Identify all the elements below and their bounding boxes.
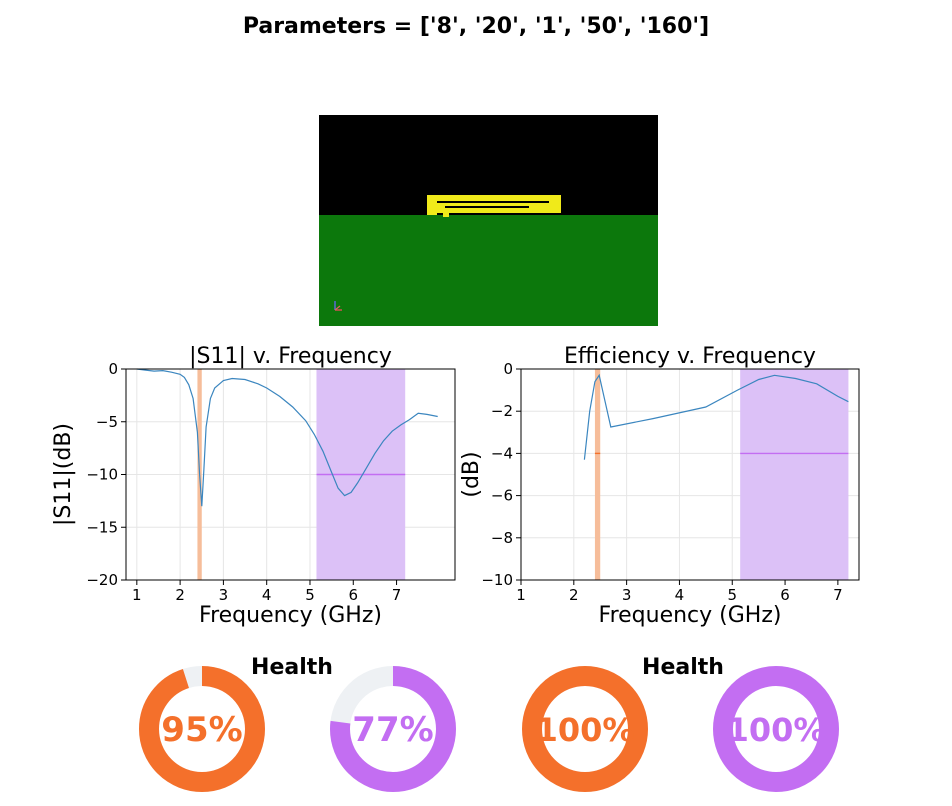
x-tick-label: 5 [727, 586, 737, 604]
y-tick-label: −6 [491, 487, 513, 505]
donut-fill [713, 666, 839, 792]
x-tick-label: 4 [675, 586, 685, 604]
axes-orientation-icon [334, 301, 342, 311]
donut-value: 100% [536, 711, 635, 749]
y-tick-label: −8 [491, 529, 513, 547]
health-donut-left-low: 95% [139, 666, 265, 792]
x-tick-label: 7 [392, 586, 402, 604]
antenna-trace-right [549, 195, 561, 213]
health-label-right: Health [642, 655, 724, 680]
health-label-left: Health [251, 655, 333, 680]
antenna-geometry-view [319, 115, 658, 326]
health-donut-right-low: 100% [522, 666, 648, 792]
y-tick-label: −4 [491, 444, 513, 462]
antenna-trace-top [427, 195, 561, 201]
y-tick-label: −10 [481, 571, 513, 589]
x-tick-label: 2 [569, 586, 579, 604]
donut-value: 77% [352, 710, 433, 750]
x-axis-label: Frequency (GHz) [599, 603, 782, 628]
donut-value: 95% [161, 710, 242, 750]
x-tick-label: 3 [219, 586, 229, 604]
series-line [136, 368, 438, 507]
x-tick-label: 6 [348, 586, 358, 604]
y-tick-label: 0 [503, 360, 513, 378]
series-line [583, 373, 849, 460]
y-tick-label: −5 [96, 413, 118, 431]
y-tick-label: −20 [86, 571, 118, 589]
y-tick-label: −2 [491, 402, 513, 420]
frequency-band [594, 369, 601, 580]
y-axis-label: (dB) [459, 451, 484, 497]
y-tick-label: −15 [86, 518, 118, 536]
donut-fill [139, 666, 265, 792]
frequency-band [740, 369, 849, 580]
x-tick-label: 1 [132, 586, 142, 604]
y-tick-label: 0 [108, 360, 118, 378]
donut-value: 100% [727, 711, 826, 749]
x-tick-label: 2 [175, 586, 185, 604]
donut-fill [522, 666, 648, 792]
antenna-trace-left [427, 195, 437, 215]
x-tick-label: 6 [780, 586, 790, 604]
x-tick-label: 5 [305, 586, 315, 604]
x-tick-label: 7 [833, 586, 843, 604]
chart-title: Efficiency v. Frequency [564, 344, 816, 369]
x-tick-label: 1 [516, 586, 526, 604]
donut-fill [330, 666, 456, 792]
chart-title: |S11| v. Frequency [189, 344, 392, 369]
y-tick-label: −10 [86, 466, 118, 484]
x-tick-label: 4 [262, 586, 272, 604]
antenna-slot [445, 206, 529, 208]
s11-chart: 1 2 3 4 5 6 7 0 −5 −10 −15 −20 |S11| v. Frequency Fre… [51, 344, 456, 628]
x-tick-label: 3 [622, 586, 632, 604]
ground-plane [319, 215, 658, 326]
antenna-feed [443, 213, 449, 217]
health-donut-right-high: 100% [713, 666, 839, 792]
antenna-trace-body [437, 203, 559, 213]
x-axis-label: Frequency (GHz) [199, 603, 382, 628]
plot-frame [520, 368, 860, 581]
y-axis-label: |S11|(dB) [51, 423, 76, 526]
efficiency-chart: 1 2 3 4 5 6 7 0 −2 −4 −6 −8 −10 Efficiency v. Frequen… [459, 344, 860, 628]
health-donut-left-high: 77% [330, 666, 456, 792]
page-title: Parameters = ['8', '20', '1', '50', '160… [242, 14, 710, 39]
